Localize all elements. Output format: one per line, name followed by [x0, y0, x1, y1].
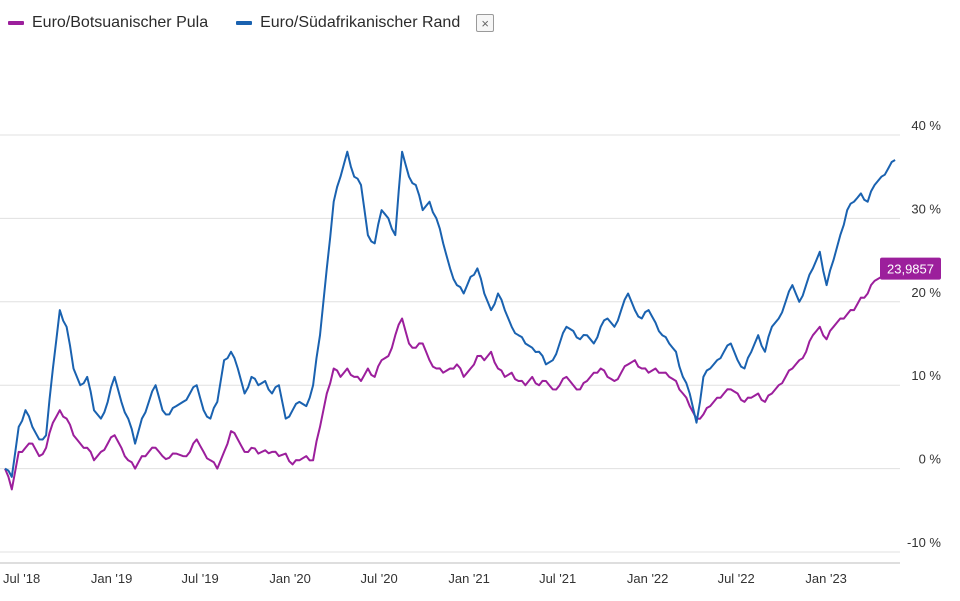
- x-tick-label: Jul '22: [718, 571, 755, 586]
- y-tick-label: 20 %: [911, 285, 941, 300]
- legend-item-pula[interactable]: Euro/Botsuanischer Pula: [8, 14, 208, 32]
- y-tick-label: -10 %: [907, 535, 941, 550]
- series-line: [4, 267, 896, 491]
- x-tick-label: Jan '20: [269, 571, 311, 586]
- last-value-text: 23,9857: [887, 262, 934, 277]
- x-tick-label: Jul '18: [3, 571, 40, 586]
- y-axis: 40 % 30 % 20 % 10 % 0 % -10 %: [907, 118, 941, 550]
- x-tick-label: Jan '23: [805, 571, 847, 586]
- legend-label-rand: Euro/Südafrikanischer Rand: [260, 14, 461, 31]
- x-tick-label: Jul '21: [539, 571, 576, 586]
- chart-legend: Euro/Botsuanischer Pula Euro/Südafrikani…: [8, 14, 495, 32]
- legend-item-rand[interactable]: Euro/Südafrikanischer Rand: [236, 14, 460, 32]
- last-value-badge: [880, 257, 941, 280]
- legend-swatch-rand: [236, 21, 253, 25]
- y-tick-label: 10 %: [911, 368, 941, 383]
- legend-label-pula: Euro/Botsuanischer Pula: [32, 14, 209, 31]
- x-axis: Jul '18 Jan '19 Jul '19 Jan '20 Jul '20 Jan '…: [3, 571, 847, 586]
- x-tick-label: Jul '20: [361, 571, 398, 586]
- x-tick-label: Jan '22: [627, 571, 669, 586]
- gridlines: [0, 134, 900, 564]
- x-tick-label: Jul '19: [182, 571, 219, 586]
- legend-swatch-pula: [8, 21, 24, 25]
- y-tick-label: 0 %: [919, 452, 942, 467]
- remove-comparison-button[interactable]: ×: [476, 14, 495, 32]
- last-value-flag: 23,9857: [880, 257, 941, 280]
- series-line: [4, 150, 896, 478]
- y-tick-label: 30 %: [911, 201, 941, 216]
- x-tick-label: Jan '19: [91, 571, 133, 586]
- y-tick-label: 40 %: [911, 118, 941, 133]
- x-tick-label: Jan '21: [448, 571, 490, 586]
- series-lines: [4, 150, 896, 491]
